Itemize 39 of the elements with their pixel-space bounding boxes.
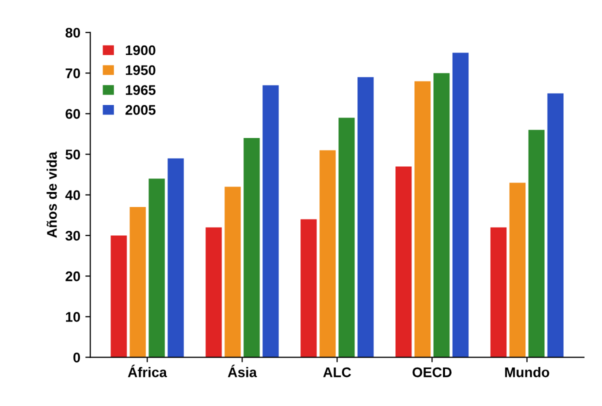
bar bbox=[168, 158, 184, 358]
bar bbox=[224, 186, 241, 358]
y-tick-label: 30 bbox=[65, 230, 80, 241]
y-axis-title: Años de vida bbox=[46, 152, 57, 238]
legend-label: 2005 bbox=[126, 105, 156, 115]
x-tick-label: Ásia bbox=[228, 364, 257, 378]
bar bbox=[509, 182, 526, 358]
bar bbox=[320, 150, 336, 358]
y-tick-label: 10 bbox=[66, 312, 80, 322]
legend-label: 1965 bbox=[126, 85, 156, 95]
bar bbox=[206, 227, 222, 358]
bar bbox=[338, 118, 355, 358]
bar bbox=[528, 130, 545, 358]
bar bbox=[358, 77, 374, 358]
y-tick-label: 40 bbox=[65, 190, 80, 200]
bar bbox=[262, 85, 279, 358]
bar bbox=[110, 235, 127, 358]
bar bbox=[396, 166, 412, 358]
bar bbox=[148, 178, 165, 358]
bar bbox=[433, 73, 450, 358]
y-tick-label: 50 bbox=[66, 150, 80, 160]
y-tick-label: 70 bbox=[66, 68, 80, 78]
y-tick-label: 20 bbox=[66, 271, 80, 282]
y-tick-label: 60 bbox=[66, 109, 80, 119]
bar bbox=[547, 93, 564, 358]
bar bbox=[452, 52, 469, 358]
legend-label: 1900 bbox=[126, 45, 156, 56]
bar bbox=[414, 81, 431, 358]
bar bbox=[490, 227, 507, 358]
x-tick-label: África bbox=[128, 364, 168, 378]
y-tick-label: 80 bbox=[66, 28, 80, 38]
x-tick-label: ALC bbox=[323, 367, 352, 378]
y-tick-label: 0 bbox=[73, 352, 80, 362]
x-tick-label: OECD bbox=[412, 367, 452, 378]
legend-label: 1950 bbox=[126, 65, 156, 76]
bar bbox=[130, 207, 146, 358]
x-tick-label: Mundo bbox=[505, 367, 550, 378]
bar bbox=[300, 219, 317, 358]
bar bbox=[244, 138, 260, 358]
